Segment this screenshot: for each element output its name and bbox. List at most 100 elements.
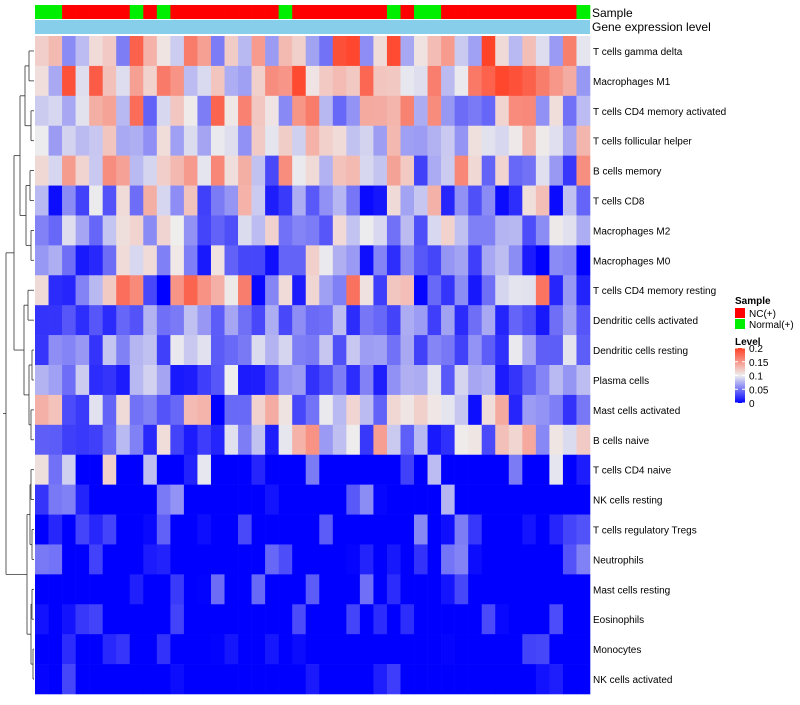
heatmap-cell [75,664,90,695]
heatmap-cell [116,604,131,635]
heatmap-cell [170,365,185,396]
heatmap-cell [495,65,510,97]
legend-level-tick: 0.15 [749,358,769,369]
heatmap-cell [441,634,455,665]
heatmap-cell [75,394,90,426]
heatmap-cell [197,544,212,575]
heatmap-cell [549,185,564,216]
heatmap-cell [292,394,307,426]
heatmap-cell [75,335,90,366]
heatmap-cell [129,305,144,336]
heatmap-cell [576,394,591,426]
row-label: Mast cells resting [593,585,670,596]
heatmap-cell [143,275,158,306]
heatmap-cell [468,245,483,276]
heatmap-cell [197,424,212,456]
heatmap-cell [495,604,510,635]
heatmap-cell [224,305,239,336]
heatmap-cell [116,215,131,246]
heatmap-cell [116,185,131,216]
heatmap-cell [251,394,266,426]
heatmap-cell [210,394,225,426]
heatmap-cell [62,604,76,635]
heatmap-cell [576,484,591,515]
heatmap-cell [129,544,144,575]
heatmap-cell [238,394,252,426]
heatmap-cell [562,394,577,426]
heatmap-cell [116,335,131,366]
heatmap-cell [441,335,455,366]
heatmap-cell [454,365,469,396]
sample-annotation-cell [210,5,225,19]
heatmap-cell [238,95,252,127]
heatmap-cell [332,245,347,276]
heatmap-cell [414,185,428,216]
row-label: T cells CD4 memory resting [593,286,716,297]
heatmap-cell [535,335,550,366]
heatmap-cell [468,484,483,515]
heatmap-cell [332,275,347,306]
heatmap-cell [441,424,455,456]
heatmap-cell [508,215,523,246]
heatmap-cell [116,365,131,396]
heatmap-cell [238,215,252,246]
heatmap-cell [400,484,415,515]
heatmap-cell [170,574,185,605]
heatmap-cell [332,305,347,336]
heatmap-cell [427,215,442,246]
legend-level-title: Level [735,337,761,348]
heatmap-cell [116,454,131,485]
heatmap-cell [170,634,185,665]
heatmap-cell [197,155,212,186]
heatmap-cell [319,424,334,456]
heatmap-cell [359,365,374,396]
heatmap-cell [522,125,537,156]
heatmap-cell [278,305,293,336]
heatmap-cell [386,394,401,426]
heatmap-cell [278,36,293,67]
heatmap-cell [400,664,415,695]
row-label: Macrophages M1 [593,77,671,88]
heatmap-cell [332,215,347,246]
heatmap-cell [278,275,293,306]
sample-annotation-cell [373,5,388,19]
heatmap-cell [441,305,455,336]
heatmap-cell [170,125,185,156]
heatmap-cell [143,125,158,156]
heatmap-cell [210,544,225,575]
heatmap-cell [319,365,334,396]
heatmap-cell [224,365,239,396]
heatmap-cell [562,215,577,246]
heatmap-cell [116,634,131,665]
heatmap-cell [102,454,117,485]
legend: Sample NC(+) Normal(+) Level 0.2 0.15 0.… [735,296,794,410]
heatmap-cell [129,514,144,545]
heatmap-cell [129,215,144,246]
heatmap-cell [143,365,158,396]
heatmap-cell [535,245,550,276]
heatmap-cell [386,305,401,336]
heatmap-cell [319,65,334,97]
heatmap-cell [292,634,307,665]
heatmap-cell [170,514,185,545]
heatmap-cell [522,484,537,515]
heatmap-cell [359,155,374,186]
heatmap-cell [75,365,90,396]
heatmap-cell [535,125,550,156]
heatmap-cell [278,155,293,186]
heatmap-cell [319,574,334,605]
heatmap-cell [522,215,537,246]
heatmap-cell [481,275,496,306]
heatmap-cell [373,65,388,97]
heatmap-cell [238,514,252,545]
heatmap-cell [89,604,103,635]
heatmap-cell [75,514,90,545]
heatmap-cell [495,574,510,605]
heatmap-cell [468,574,483,605]
heatmap-cell [468,36,483,67]
heatmap-cell [143,544,158,575]
heatmap-cell [427,394,442,426]
heatmap-cell [305,65,320,97]
heatmap-cell [143,604,158,635]
heatmap-cell [522,305,537,336]
